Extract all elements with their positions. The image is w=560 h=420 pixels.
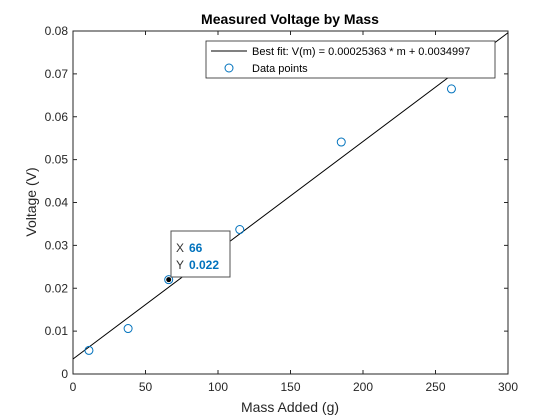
- x-tick-label: 100: [208, 380, 228, 394]
- x-axis-label: Mass Added (g): [241, 399, 339, 415]
- y-tick-label: 0.03: [45, 238, 69, 252]
- axes: [72, 30, 509, 375]
- datatip-y-value: 0.022: [189, 258, 219, 272]
- data-points: [84, 84, 456, 355]
- datatip-y-key: Y: [176, 258, 184, 272]
- y-tick-label: 0: [61, 367, 68, 381]
- x-axis-ticks: 0 50 100 150 200 250 300: [70, 31, 518, 394]
- x-tick-label: 50: [139, 380, 153, 394]
- datatip[interactable]: X 66 Y 0.022: [170, 230, 231, 278]
- datatip-x-value: 66: [189, 241, 203, 255]
- y-axis-ticks: 0 0.01 0.02 0.03 0.04 0.05 0.06 0.07 0.08: [45, 24, 508, 381]
- plot-area: [72, 30, 509, 375]
- best-fit-line[interactable]: [72, 32, 509, 360]
- data-point[interactable]: [235, 225, 245, 235]
- chart-title: Measured Voltage by Mass: [201, 11, 379, 27]
- data-point[interactable]: [84, 345, 94, 355]
- x-tick-label: 200: [353, 380, 373, 394]
- data-point[interactable]: [123, 324, 133, 334]
- x-tick-label: 150: [280, 380, 300, 394]
- datatip-marker[interactable]: [166, 277, 172, 283]
- x-tick-label: 300: [498, 380, 518, 394]
- y-tick-label: 0.04: [45, 196, 69, 210]
- legend-fit-label: Best fit: V(m) = 0.00025363 * m + 0.0034…: [252, 46, 470, 58]
- y-tick-label: 0.07: [45, 67, 69, 81]
- x-tick-label: 0: [70, 380, 77, 394]
- y-tick-label: 0.01: [45, 324, 69, 338]
- datatip-x-key: X: [176, 241, 184, 255]
- legend-point-sample: [224, 63, 234, 73]
- y-tick-label: 0.06: [45, 110, 69, 124]
- y-axis-label: Voltage (V): [23, 167, 39, 236]
- y-tick-label: 0.08: [45, 24, 69, 38]
- plot-content: [72, 32, 509, 360]
- data-point[interactable]: [336, 137, 346, 147]
- y-tick-label: 0.02: [45, 281, 69, 295]
- x-tick-label: 250: [425, 380, 445, 394]
- legend[interactable]: Best fit: V(m) = 0.00025363 * m + 0.0034…: [205, 40, 496, 79]
- legend-points-label: Data points: [252, 63, 308, 75]
- data-point[interactable]: [164, 275, 174, 285]
- legend-box: [205, 40, 496, 79]
- datatip-box: [170, 230, 231, 278]
- y-tick-label: 0.05: [45, 153, 69, 167]
- data-point[interactable]: [446, 84, 456, 94]
